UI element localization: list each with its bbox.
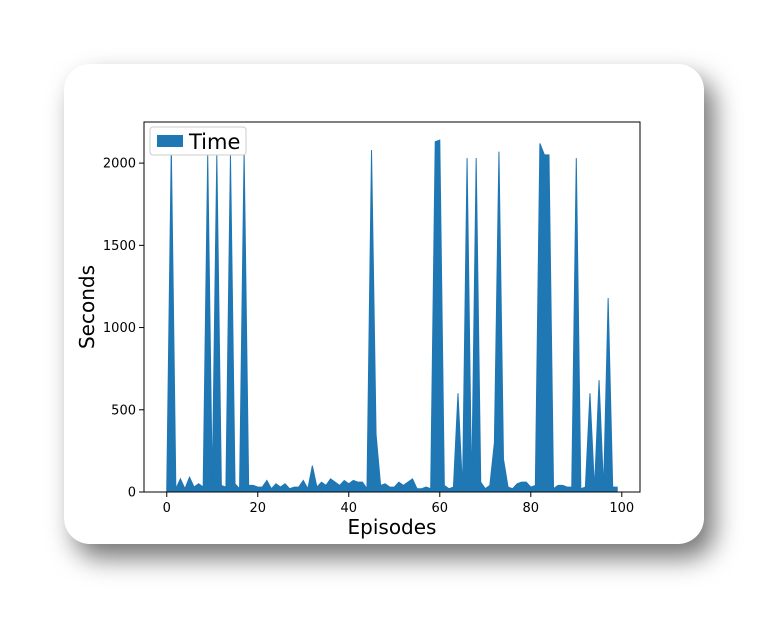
chart-card: 0 20 40 60 80 100 0 500 1000 1500 2000 Episodes S… bbox=[64, 64, 704, 544]
x-tick-label: 80 bbox=[523, 501, 540, 516]
y-axis: 0 500 1000 1500 2000 bbox=[103, 157, 144, 501]
x-axis: 0 20 40 60 80 100 bbox=[163, 492, 634, 516]
y-tick-label: 500 bbox=[111, 403, 136, 418]
y-tick-label: 1500 bbox=[103, 239, 136, 254]
legend-box bbox=[149, 126, 247, 156]
y-axis-label: Seconds bbox=[75, 265, 99, 349]
x-tick-label: 60 bbox=[432, 501, 449, 516]
series-area-time bbox=[166, 139, 618, 493]
area-chart: 0 20 40 60 80 100 0 500 1000 1500 2000 Episodes S… bbox=[75, 121, 641, 539]
y-tick-label: 2000 bbox=[103, 157, 136, 172]
x-tick-label: 40 bbox=[340, 501, 357, 516]
legend-label-time: Time bbox=[188, 130, 240, 154]
x-axis-label: Episodes bbox=[348, 515, 437, 539]
plot-frame bbox=[143, 121, 641, 493]
legend-swatch-time bbox=[157, 135, 183, 147]
y-tick-label: 1000 bbox=[103, 321, 136, 336]
y-tick-label: 0 bbox=[128, 486, 136, 501]
legend: Time bbox=[149, 126, 247, 156]
x-tick-label: 100 bbox=[609, 501, 634, 516]
x-tick-label: 0 bbox=[163, 501, 171, 516]
x-tick-label: 20 bbox=[249, 501, 266, 516]
